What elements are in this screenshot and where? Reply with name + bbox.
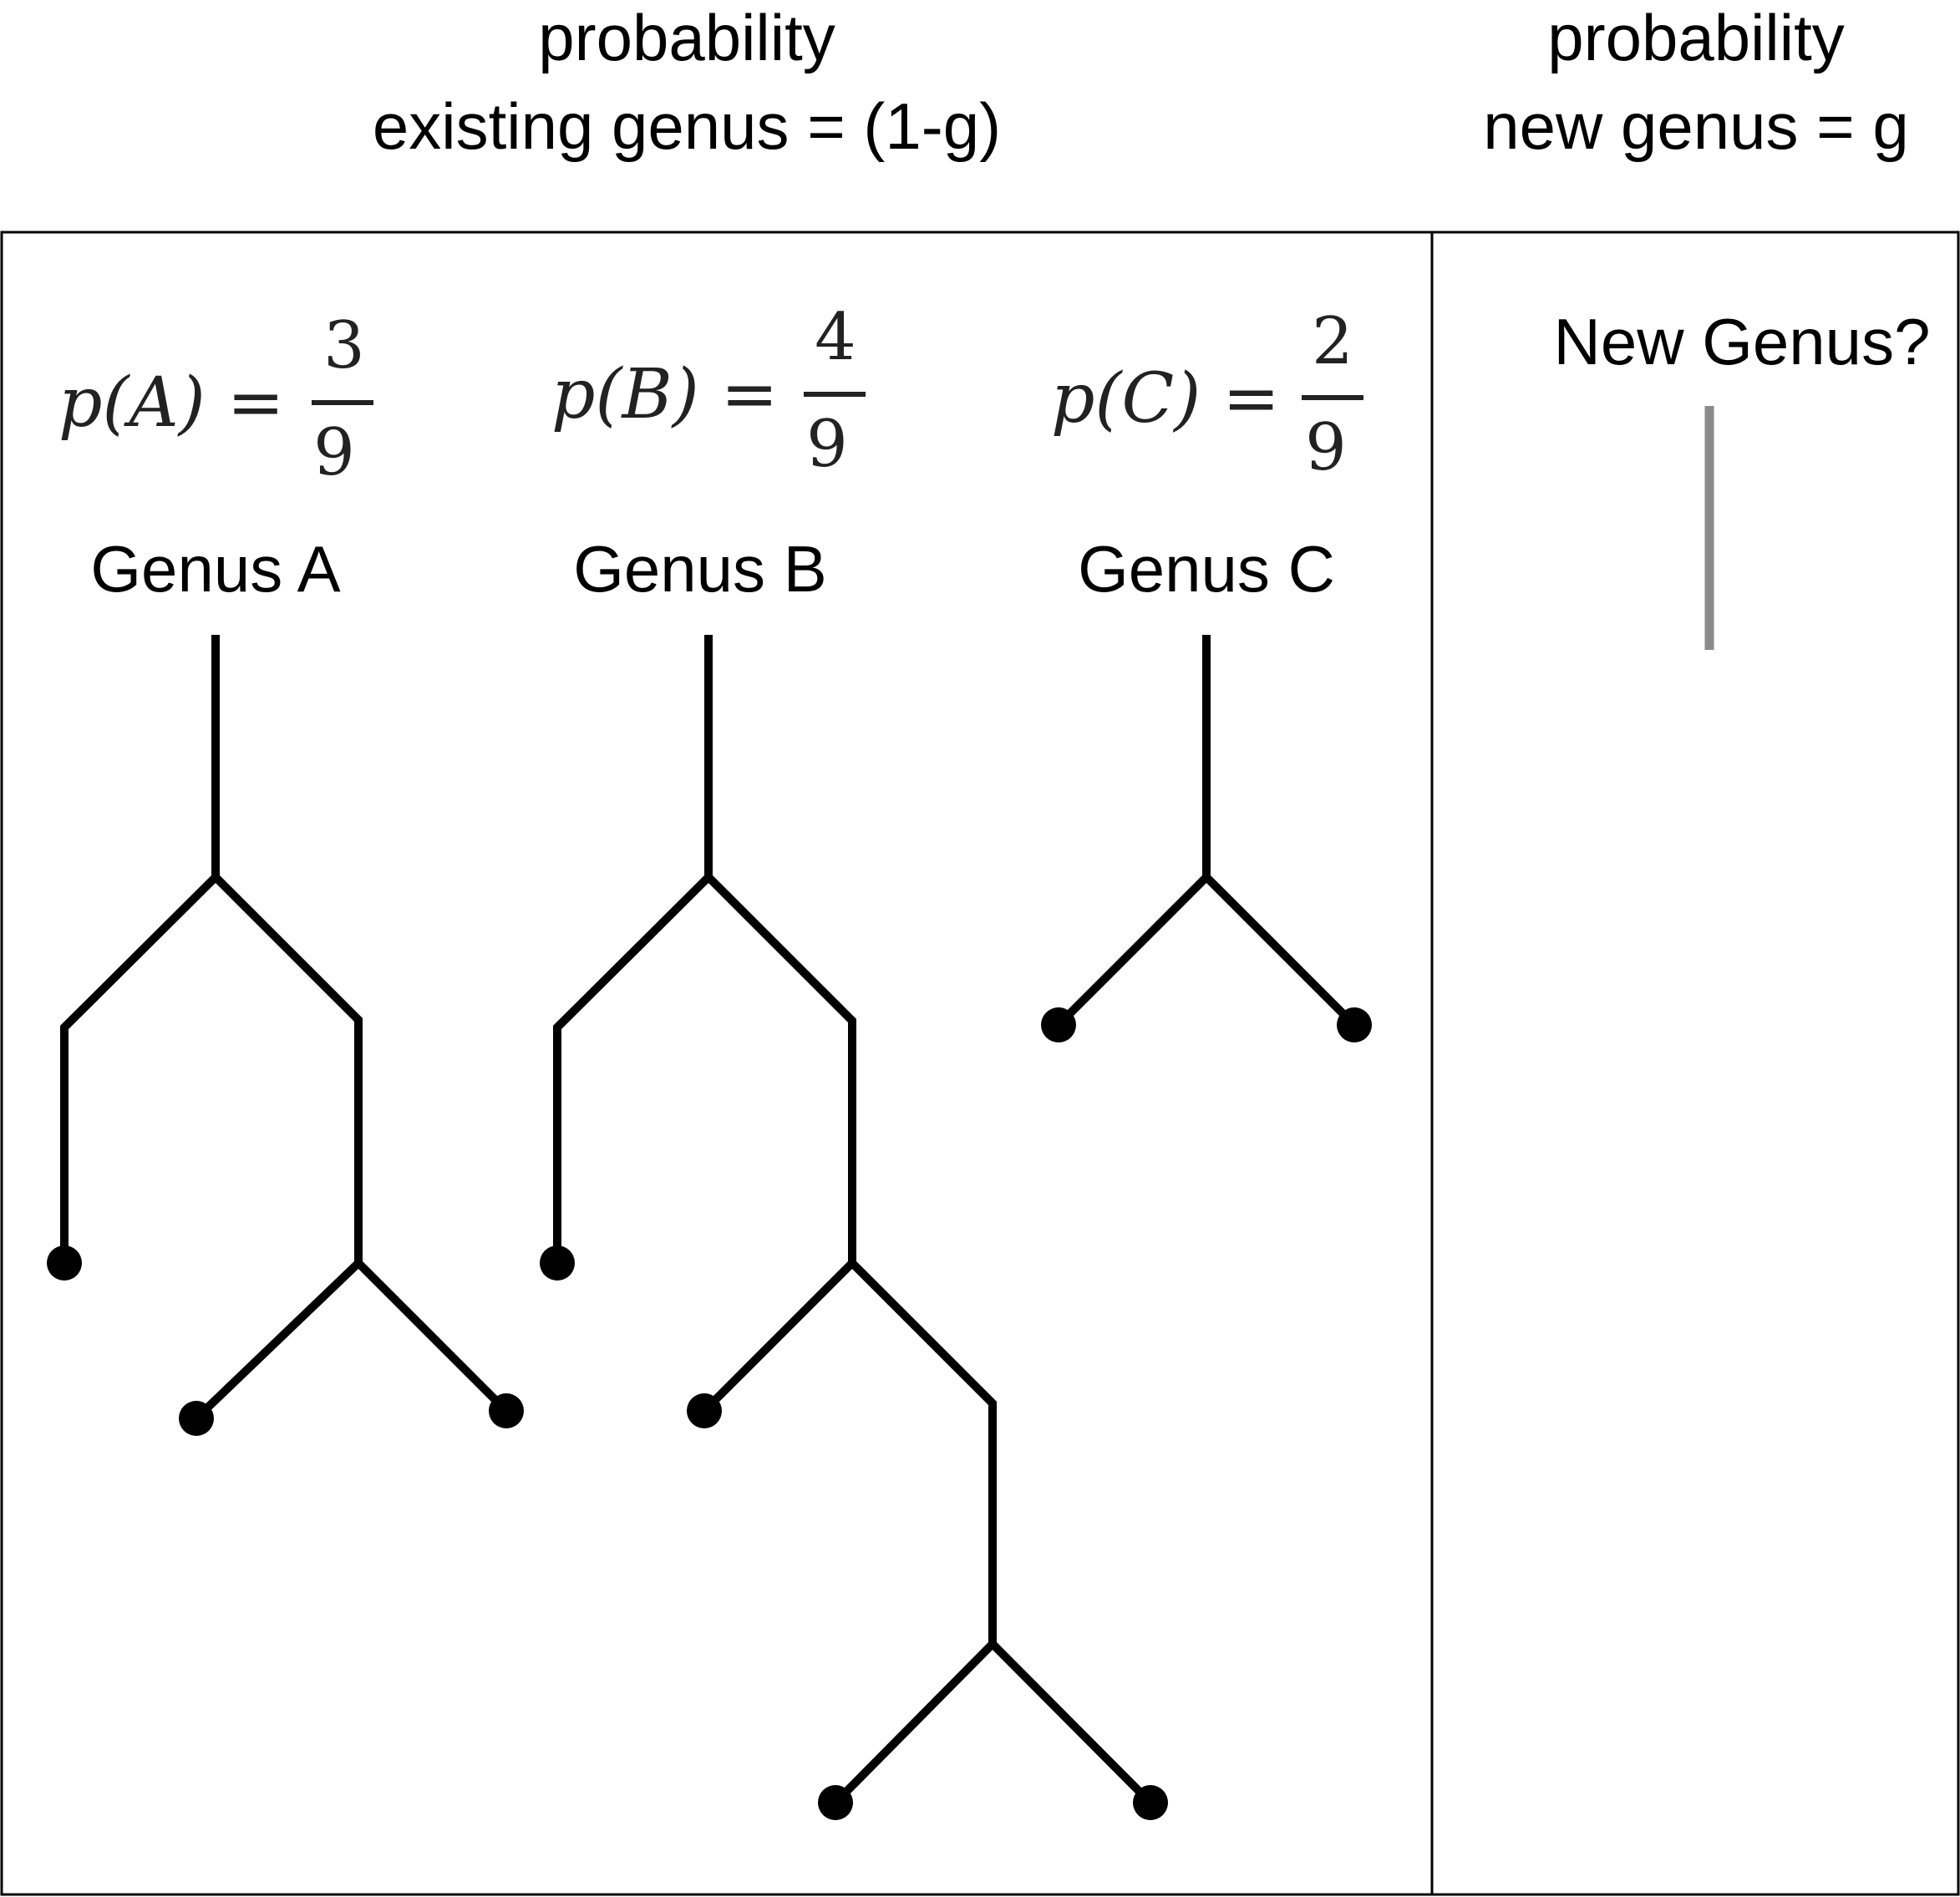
tree-genus-a [60, 635, 510, 1422]
tree-a-left-branch [60, 874, 219, 1263]
header-right-line2: new genus = g [1483, 89, 1909, 163]
tree-b-right-branch [705, 874, 856, 1263]
tree-a-right-branch [212, 874, 363, 1263]
header-left-line1: probability [538, 1, 835, 74]
prob-formula-a: p(A) = 3 9 [58, 308, 373, 490]
tree-b-left-branch [553, 874, 712, 1263]
tip-node [1041, 1007, 1076, 1042]
tree-b-tips [540, 1245, 1168, 1820]
prob-lhs-b: p(B) = [551, 355, 779, 434]
prob-numerator-c: 2 [1312, 304, 1353, 379]
tree-c-tips [1041, 1007, 1372, 1042]
tip-node [1337, 1007, 1372, 1042]
tip-node [540, 1245, 575, 1281]
prob-denominator-a: 9 [313, 415, 355, 490]
tip-node [179, 1401, 214, 1436]
tip-node [489, 1393, 524, 1428]
tree-c-left-branch [1055, 874, 1210, 1028]
prob-denominator-c: 9 [1305, 410, 1347, 485]
header-left-line2: existing genus = (1-g) [373, 89, 1001, 163]
new-genus-panel [1430, 231, 1960, 1896]
genus-label-b: Genus B [573, 532, 827, 606]
tree-a-sub-right-branch [355, 1260, 510, 1414]
prob-denominator-b: 9 [806, 407, 848, 482]
tip-node [687, 1393, 722, 1428]
existing-genus-panel [0, 231, 1434, 1896]
prob-numerator-b: 4 [815, 300, 856, 375]
tree-b-low-left-branch [832, 1641, 996, 1806]
new-genus-label: New Genus? [1554, 305, 1931, 378]
tip-node [47, 1245, 82, 1281]
tree-b-low-right-branch [989, 1641, 1154, 1806]
tree-b-mid-right-branch [849, 1260, 997, 1644]
genus-label-c: Genus C [1078, 532, 1335, 606]
prob-numerator-a: 3 [323, 308, 365, 383]
prob-lhs-c: p(C) = [1051, 359, 1280, 439]
tree-c-right-branch [1203, 874, 1358, 1028]
tree-a-sub-left-branch [193, 1260, 362, 1422]
tree-genus-b [553, 635, 1154, 1806]
tree-genus-c [1055, 635, 1358, 1028]
prob-lhs-a: p(A) = [58, 363, 284, 443]
tip-node [818, 1785, 853, 1820]
genus-label-a: Genus A [90, 532, 340, 606]
tree-b-mid-left-branch [701, 1260, 856, 1414]
tip-node [1133, 1785, 1168, 1820]
header-right-line1: probability [1547, 1, 1845, 74]
tree-a-tips [47, 1245, 524, 1436]
prob-formula-c: p(C) = 2 9 [1051, 304, 1363, 485]
prob-formula-b: p(B) = 4 9 [551, 300, 866, 482]
